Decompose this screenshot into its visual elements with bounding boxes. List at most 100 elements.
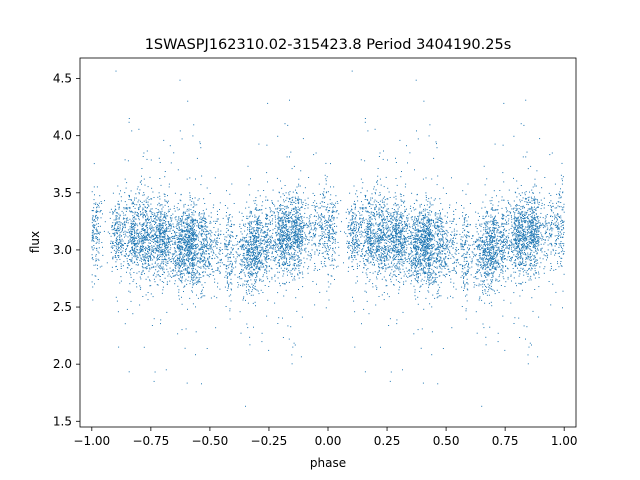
data-point — [291, 252, 292, 254]
data-point — [533, 246, 535, 247]
data-point — [176, 272, 178, 274]
data-point — [150, 223, 152, 225]
data-point — [287, 252, 289, 253]
data-point — [484, 244, 485, 245]
data-point — [560, 220, 562, 222]
data-point — [387, 250, 389, 252]
data-point — [257, 263, 258, 265]
data-point — [134, 230, 136, 232]
data-point — [334, 259, 336, 261]
data-point — [395, 178, 397, 179]
data-point — [192, 231, 194, 233]
data-point — [489, 269, 491, 271]
data-point — [157, 230, 159, 232]
data-point — [242, 238, 243, 240]
data-point — [520, 224, 522, 226]
data-point — [159, 259, 161, 260]
data-point — [504, 258, 506, 259]
data-point — [415, 227, 417, 229]
data-point — [338, 254, 340, 256]
data-point — [405, 280, 407, 282]
data-point — [534, 225, 536, 227]
data-point — [412, 254, 414, 256]
data-point — [513, 292, 515, 294]
data-point — [488, 247, 490, 249]
data-point — [279, 224, 281, 226]
data-point — [371, 193, 373, 195]
data-point — [389, 248, 391, 250]
data-point — [138, 271, 140, 273]
data-point — [129, 259, 131, 261]
data-point — [500, 237, 502, 239]
data-point — [402, 265, 404, 267]
data-point — [133, 241, 135, 243]
data-point — [178, 241, 180, 243]
data-point — [228, 241, 230, 243]
data-point — [214, 281, 216, 283]
data-point — [402, 244, 404, 246]
data-point — [396, 216, 398, 218]
data-point — [483, 264, 485, 266]
data-point — [93, 240, 95, 242]
data-point — [391, 266, 393, 268]
data-point — [360, 192, 362, 194]
data-point — [364, 255, 366, 257]
data-point — [430, 259, 432, 261]
data-point — [350, 235, 352, 237]
data-point — [525, 264, 527, 266]
data-point — [269, 281, 271, 283]
data-point — [269, 222, 271, 224]
data-point — [505, 235, 507, 237]
data-point — [194, 258, 195, 260]
data-point — [148, 242, 150, 244]
data-point — [352, 242, 354, 244]
data-point — [131, 268, 133, 270]
data-point — [524, 230, 526, 232]
data-point — [299, 198, 301, 200]
data-point — [375, 206, 377, 208]
data-point — [314, 224, 316, 226]
data-point — [284, 206, 286, 208]
data-point — [97, 217, 99, 219]
data-point — [537, 217, 538, 219]
data-point — [429, 264, 430, 266]
data-point — [563, 221, 565, 223]
data-point — [166, 283, 168, 285]
data-point — [139, 276, 141, 278]
data-point — [419, 206, 421, 208]
data-point — [200, 225, 202, 227]
data-point — [159, 220, 161, 222]
data-point — [365, 208, 367, 210]
data-point — [269, 237, 271, 239]
data-point — [356, 224, 357, 226]
data-point — [407, 257, 409, 259]
data-point — [161, 258, 163, 260]
data-point — [506, 259, 508, 261]
data-point — [329, 220, 331, 222]
data-point — [417, 273, 419, 275]
data-point — [163, 233, 165, 235]
data-point — [164, 244, 166, 246]
data-point — [383, 299, 385, 301]
data-point — [479, 216, 480, 217]
data-point — [396, 252, 397, 254]
data-point — [153, 249, 154, 251]
data-point — [412, 272, 414, 274]
data-point — [392, 240, 394, 242]
data-point — [190, 276, 192, 278]
data-point — [475, 273, 477, 274]
data-point — [417, 239, 419, 241]
data-point — [535, 217, 537, 218]
data-point — [130, 269, 131, 271]
data-point — [534, 200, 536, 202]
data-point — [200, 241, 202, 243]
data-point — [369, 217, 371, 219]
data-point — [142, 227, 144, 229]
data-point — [145, 220, 147, 222]
data-point — [524, 231, 526, 233]
data-point — [298, 272, 300, 274]
data-point — [289, 199, 291, 200]
data-point — [313, 205, 315, 207]
data-point — [307, 239, 309, 240]
data-point — [144, 273, 145, 275]
